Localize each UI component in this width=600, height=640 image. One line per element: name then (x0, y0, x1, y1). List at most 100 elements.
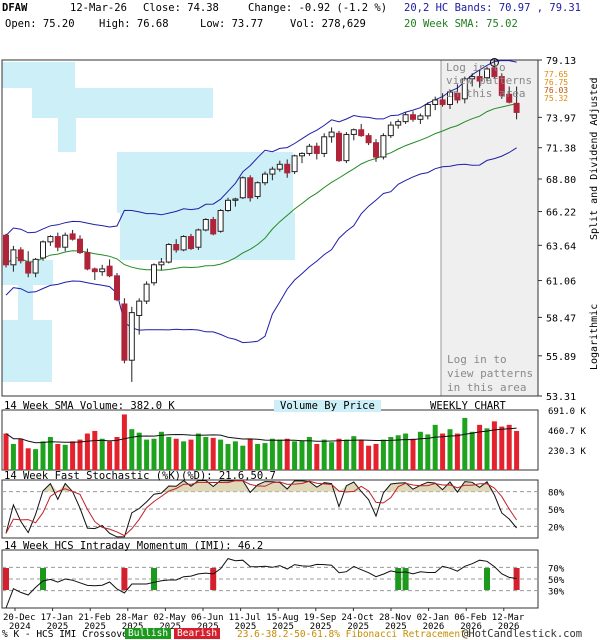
hc-bands-value: 20,2 HC Bands: 70.97 , 79.31 (404, 2, 582, 14)
volume-by-price-bar (32, 88, 213, 118)
volume-bar (40, 441, 46, 470)
volume-bar (10, 443, 16, 470)
candle-body (299, 152, 305, 157)
bullish-crossover-marker (395, 568, 402, 590)
candle-body (158, 261, 165, 266)
x-tick-date: 28-Nov (379, 613, 412, 623)
volume-bar (462, 417, 468, 470)
volume-bar (136, 432, 142, 470)
volume-bar (269, 438, 275, 470)
volume-bar (351, 436, 357, 470)
price-tick-label: 61.06 (546, 277, 576, 288)
candle-body (10, 249, 17, 266)
x-tick-date: 12-Mar (492, 613, 525, 623)
bullish-crossover-marker (151, 568, 157, 590)
volume-bar (432, 424, 438, 470)
x-tick-year: 2026 (423, 622, 445, 632)
volume-bar (358, 440, 364, 470)
volume-bar (84, 433, 90, 470)
candle-body (84, 252, 91, 270)
candle-body (424, 103, 431, 117)
volume-by-price-bar (2, 320, 52, 382)
volume-bar (469, 431, 475, 470)
bearish-crossover-marker (121, 568, 128, 590)
copyright[interactable]: @HotCandlestick.com (462, 628, 583, 640)
volume-bar (410, 438, 416, 470)
imi-tick-label: 50% (548, 576, 565, 586)
volume-bar (343, 439, 349, 470)
candle-body (217, 209, 224, 232)
volume-bar (491, 421, 497, 470)
candle-body (151, 264, 157, 284)
volume-bar (484, 428, 490, 470)
candle-body (380, 135, 387, 158)
login-notice-top[interactable]: Log in to view patterns in this area (446, 61, 532, 100)
candle-body (62, 234, 69, 248)
x-tick-year: 2025 (197, 622, 219, 632)
volume-bar (144, 439, 150, 470)
x-tick-date: 06-Feb (454, 613, 487, 623)
stochastic-d-line (5, 480, 518, 537)
x-tick-year: 2025 (84, 622, 106, 632)
candle-body (313, 145, 320, 154)
candle-body (32, 258, 39, 274)
bullish-crossover-marker (484, 568, 490, 590)
low-value: Low: 73.77 (200, 18, 264, 30)
candle-body (202, 219, 209, 231)
login-notice-bottom[interactable]: Log in to view patterns in this area (447, 353, 533, 395)
candle-body (91, 268, 98, 273)
volume-bar (299, 440, 305, 470)
volume-bar (454, 433, 460, 470)
volume-bar (514, 430, 520, 470)
candle-body (269, 168, 276, 175)
candle-body (417, 115, 424, 120)
candle-body (373, 142, 379, 158)
price-tick-label: 79.13 (546, 56, 576, 67)
login-line: in this area (446, 87, 526, 100)
x-tick-year: 2025 (385, 622, 407, 632)
x-tick-date: 06-Jun (191, 613, 224, 623)
volume-bar (240, 445, 246, 470)
candle-body (114, 275, 120, 301)
volume-bar (499, 426, 505, 470)
volume-bar (47, 437, 53, 470)
x-tick-date: 02-Jan (417, 613, 450, 623)
candle-body (25, 261, 32, 274)
volume-by-price-bar (2, 62, 75, 88)
candle-body (195, 229, 202, 248)
volume-bar (25, 448, 31, 470)
price-tick-label: 66.22 (546, 208, 576, 219)
bearish-crossover-marker (3, 568, 9, 590)
x-tick-date: 24-Oct (341, 613, 374, 623)
candle-body (365, 135, 372, 144)
x-tick-year: 2024 (9, 622, 31, 632)
volume-tick-label: 460.7 K (548, 427, 587, 437)
candle-body (128, 312, 135, 361)
price-tick-label: 73.97 (546, 113, 576, 124)
volume-bar (395, 435, 401, 470)
candle-body (276, 163, 283, 170)
price-mark: 77.65 (544, 70, 568, 79)
volume-bar (314, 443, 320, 470)
volume-bar (203, 437, 209, 470)
volume-value: Vol: 278,629 (290, 18, 366, 30)
volume-tick-label: 230.3 K (548, 447, 587, 457)
candle-body (232, 198, 239, 201)
bearish-crossover-marker (513, 568, 520, 590)
volume-bar (380, 439, 386, 470)
candle-body (40, 241, 46, 259)
candle-body (77, 238, 83, 254)
x-tick-date: 28-Mar (116, 613, 149, 623)
sma-20-line (5, 103, 517, 271)
volume-bar (232, 441, 238, 470)
x-tick-year: 2025 (310, 622, 332, 632)
bullish-badge: Bullish (125, 628, 172, 639)
high-marker (489, 57, 499, 67)
volume-bar (158, 431, 164, 470)
volume-bar (506, 424, 512, 470)
candle-body (484, 68, 490, 79)
volume-bar (447, 429, 453, 470)
volume-by-price-bar (58, 118, 76, 152)
candle-body (506, 93, 513, 103)
price-tick-label: 53.31 (546, 392, 576, 403)
